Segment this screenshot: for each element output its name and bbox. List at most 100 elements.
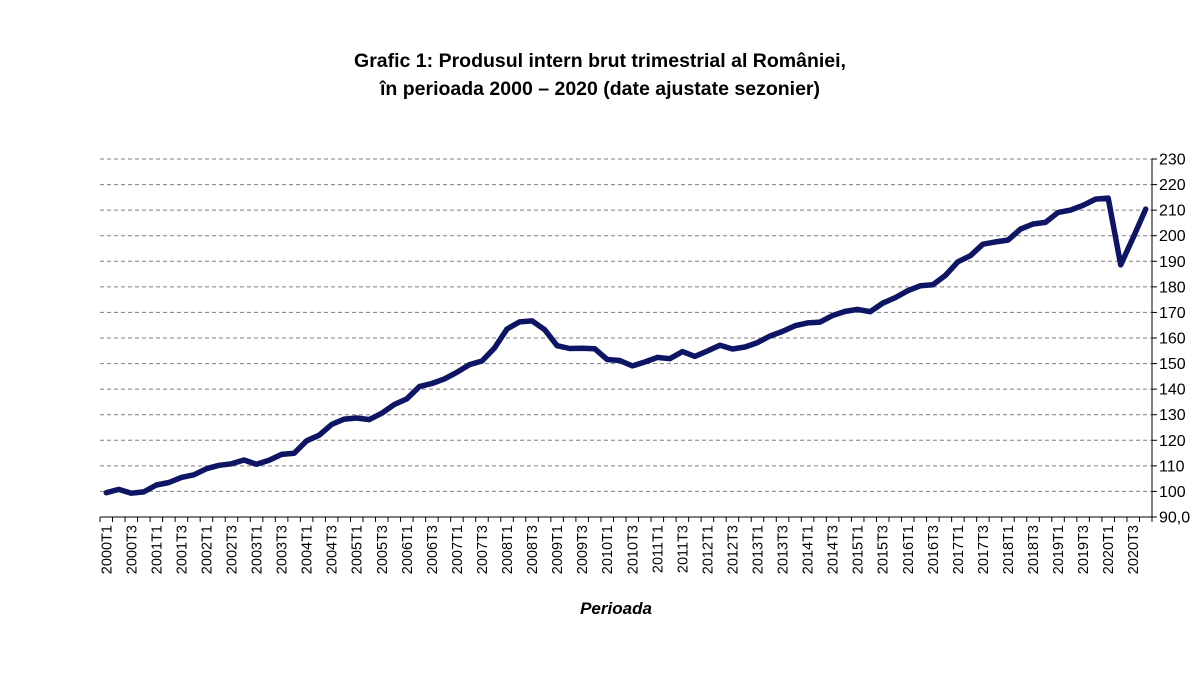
x-tick-label: 2011T1 (650, 525, 666, 573)
x-tick-label: 2004T1 (300, 525, 316, 574)
data-point (1018, 227, 1023, 232)
data-point (480, 359, 485, 364)
y-tick-label: 210 (1159, 203, 1186, 220)
x-tick-label: 2010T3 (625, 525, 641, 574)
data-point (442, 376, 447, 381)
x-tick-label: 2005T3 (375, 525, 391, 574)
data-point (868, 309, 873, 314)
y-tick-label: 100 (1159, 484, 1186, 501)
data-point (918, 283, 923, 288)
y-tick-label: 170 (1159, 305, 1186, 322)
data-point (242, 458, 247, 463)
data-point (254, 462, 259, 467)
x-tick-label: 2003T3 (275, 525, 291, 574)
data-point (492, 346, 497, 351)
x-tick-label: 2001T3 (174, 525, 190, 574)
y-tick-label: 190 (1159, 254, 1186, 271)
data-point (367, 417, 372, 422)
data-point (229, 461, 234, 466)
data-point (191, 472, 196, 477)
chart-title-line-2: în perioada 2000 – 2020 (date ajustate s… (379, 78, 821, 100)
x-tick-label: 2014T1 (801, 525, 817, 574)
y-tick-label: 230 (1159, 152, 1186, 169)
data-point (304, 438, 309, 443)
data-point (1081, 203, 1086, 208)
data-point (329, 422, 334, 427)
data-point (717, 343, 722, 348)
data-point (166, 480, 171, 485)
data-point (429, 381, 434, 386)
x-axis-ticks: 2000T1 2000T3 2001T1 2001T3 2002T1 2002T3 2003… (99, 517, 1153, 574)
data-point (793, 323, 798, 328)
x-tick-label: 2006T3 (425, 525, 441, 574)
data-point (404, 396, 409, 401)
x-tick-label: 2001T1 (149, 525, 165, 574)
data-point (154, 483, 159, 488)
data-point (830, 313, 835, 318)
x-tick-label: 2009T3 (575, 525, 591, 574)
data-point (1093, 197, 1098, 202)
x-tick-label: 2005T1 (350, 525, 366, 574)
x-tick-label: 2009T1 (550, 525, 566, 574)
gridlines (100, 158, 1152, 492)
y-tick-label: 200 (1159, 228, 1186, 245)
data-point (843, 309, 848, 314)
data-point (1131, 235, 1136, 240)
x-tick-label: 2018T1 (1001, 525, 1017, 574)
x-tick-label: 2012T1 (700, 525, 716, 574)
x-tick-label: 2016T3 (926, 525, 942, 574)
data-point (805, 320, 810, 325)
data-point (379, 411, 384, 416)
x-tick-label: 2010T1 (600, 525, 616, 574)
data-point (1006, 238, 1011, 243)
data-point (1031, 222, 1036, 227)
y-tick-label: 140 (1159, 382, 1186, 399)
data-point (454, 370, 459, 375)
data-point (104, 490, 109, 495)
x-tick-label: 2000T3 (124, 525, 140, 574)
data-point (893, 295, 898, 300)
x-tick-label: 2007T1 (450, 525, 466, 574)
data-point (116, 487, 121, 492)
data-point (1068, 208, 1073, 213)
data-point (204, 466, 209, 471)
x-tick-label: 2014T3 (826, 525, 842, 574)
data-point (580, 346, 585, 351)
data-point (592, 346, 597, 351)
data-point (1056, 210, 1061, 215)
x-tick-label: 2013T1 (751, 525, 767, 574)
y-tick-label: 110 (1159, 458, 1185, 475)
data-point (743, 345, 748, 350)
data-point (567, 346, 572, 351)
data-point (755, 340, 760, 345)
x-tick-label: 2017T1 (951, 525, 967, 574)
x-tick-label: 2016T1 (901, 525, 917, 574)
y-tick-label: 150 (1159, 356, 1186, 373)
series-line-pib (103, 195, 1149, 496)
data-point (943, 273, 948, 278)
x-tick-label: 2006T1 (400, 525, 416, 574)
data-point (517, 319, 522, 324)
data-point (617, 358, 622, 363)
y-tick-label: 120 (1159, 433, 1186, 450)
data-point (680, 349, 685, 354)
data-point (141, 489, 146, 494)
data-point (730, 347, 735, 352)
data-point (1143, 207, 1148, 212)
x-tick-label: 2017T3 (976, 525, 992, 574)
data-point (930, 282, 935, 287)
data-point (955, 259, 960, 264)
x-tick-label: 2011T3 (675, 525, 691, 573)
x-tick-label: 2013T3 (776, 525, 792, 574)
x-tick-label: 2007T3 (475, 525, 491, 574)
data-point (642, 360, 647, 365)
y-tick-label: 180 (1159, 279, 1186, 296)
x-tick-label: 2002T3 (225, 525, 241, 574)
data-point (179, 475, 184, 480)
x-tick-label: 2020T1 (1101, 525, 1117, 574)
x-tick-label: 2020T3 (1126, 525, 1142, 574)
data-point (542, 327, 547, 332)
data-point (1118, 262, 1123, 267)
x-tick-label: 2008T3 (525, 525, 541, 574)
